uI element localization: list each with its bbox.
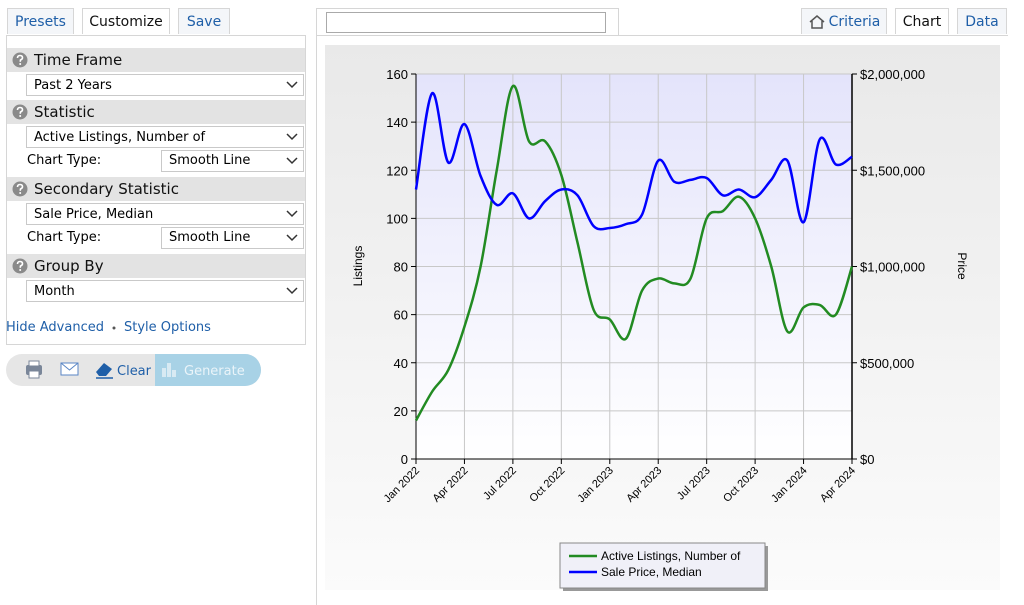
section-title: Secondary Statistic: [34, 180, 179, 198]
y-tick-label: 100: [386, 211, 408, 226]
dropdown-value: Month: [34, 283, 75, 299]
dropdown-value: Smooth Line: [169, 153, 251, 168]
tab[interactable]: Chart: [895, 8, 949, 34]
select-row: Active Listings, Number of: [7, 124, 305, 148]
section-header: Time Frame: [7, 48, 305, 72]
divider: [316, 35, 317, 605]
y-tick-label: 80: [394, 260, 408, 275]
dropdown-value: Smooth Line: [169, 230, 251, 245]
toolbar-icons: Clear Generate: [26, 354, 261, 386]
tab[interactable]: Save: [178, 8, 230, 34]
y-tick-label: 20: [394, 404, 408, 419]
dropdown-arrow: [286, 233, 298, 241]
help-icon[interactable]: [12, 104, 28, 120]
y-tick-label: 0: [401, 452, 408, 467]
y2-tick-label: $1,000,000: [860, 260, 925, 275]
legend: [559, 542, 766, 589]
dropdown-arrow: [286, 156, 298, 164]
dropdown-arrow: [286, 287, 298, 295]
y2-axis-title: Price: [955, 252, 969, 280]
chart-type-row: Chart Type: Smooth Line: [7, 148, 305, 173]
help-icon[interactable]: [12, 181, 28, 197]
generate-label: Generate: [184, 364, 245, 379]
tab[interactable]: Customize: [82, 8, 170, 34]
help-icon[interactable]: [12, 52, 28, 68]
dropdown-value: Past 2 Years: [34, 77, 112, 93]
dropdown-value: Active Listings, Number of: [34, 129, 206, 145]
dropdown[interactable]: Month: [26, 280, 304, 302]
legend-label: Sale Price, Median: [601, 565, 702, 579]
field-label: Chart Type:: [27, 230, 102, 245]
dropdown-arrow: [286, 81, 298, 89]
y-tick-label: 60: [394, 308, 408, 323]
tab-label: Criteria: [828, 13, 881, 30]
section-header: Group By: [7, 254, 305, 278]
link[interactable]: Hide Advanced: [6, 320, 104, 335]
dropdown[interactable]: Past 2 Years: [26, 74, 304, 96]
tab[interactable]: Criteria: [801, 8, 887, 34]
y-tick-label: 120: [386, 163, 408, 178]
section-header: Secondary Statistic: [7, 177, 305, 201]
search-tab: [316, 8, 619, 36]
dropdown[interactable]: Smooth Line: [161, 226, 304, 249]
clear-button[interactable]: Clear: [117, 364, 152, 379]
y2-tick-label: $2,000,000: [860, 67, 925, 82]
dropdown[interactable]: Smooth Line: [161, 149, 304, 172]
section-title: Statistic: [34, 103, 95, 121]
y2-tick-label: $500,000: [860, 356, 914, 371]
section-title: Time Frame: [34, 51, 123, 69]
y-tick-label: 40: [394, 356, 408, 371]
link-row: Hide Advanced Style Options: [6, 320, 211, 335]
toolbar: Clear Generate: [6, 354, 261, 386]
section-header: Statistic: [7, 100, 305, 124]
link[interactable]: Style Options: [123, 320, 211, 335]
separator: [112, 326, 116, 329]
y-tick-label: 140: [386, 115, 408, 130]
print-button[interactable]: [26, 360, 42, 379]
section-title: Group By: [34, 257, 104, 275]
chart-type-row: Chart Type: Smooth Line: [7, 225, 305, 250]
y-tick-label: 160: [386, 67, 408, 82]
series-line: [414, 84, 854, 422]
field-label: Chart Type:: [27, 153, 102, 168]
clear-icon: [96, 363, 113, 379]
email-button[interactable]: [60, 362, 79, 376]
y2-tick-label: $1,500,000: [860, 163, 925, 178]
y2-tick-label: $0: [860, 452, 874, 467]
tab[interactable]: Data: [957, 8, 1007, 34]
dropdown-arrow: [286, 133, 298, 141]
chart: Listings Price 0 20 40 60 80 100 120 140 160 $0 $5…: [325, 45, 1000, 591]
generate-icon: [162, 363, 176, 377]
divider: [316, 35, 1008, 36]
help-icon[interactable]: [12, 258, 28, 274]
legend-label: Active Listings, Number of: [601, 549, 741, 563]
criteria-panel: Time Frame Past 2 Years Statistic Active Li…: [6, 35, 306, 345]
y-axis-title: Listings: [351, 246, 365, 287]
dropdown[interactable]: Active Listings, Number of: [26, 126, 304, 148]
series-line: [414, 91, 853, 231]
select-row: Sale Price, Median: [7, 201, 305, 225]
dropdown-value: Sale Price, Median: [34, 206, 154, 222]
select-row: Past 2 Years: [7, 72, 305, 96]
dropdown[interactable]: Sale Price, Median: [26, 203, 304, 225]
select-row: Month: [7, 278, 305, 302]
tab[interactable]: Presets: [7, 8, 74, 34]
dropdown-arrow: [286, 210, 298, 218]
home-icon: [809, 14, 825, 29]
search-input[interactable]: [326, 12, 606, 33]
